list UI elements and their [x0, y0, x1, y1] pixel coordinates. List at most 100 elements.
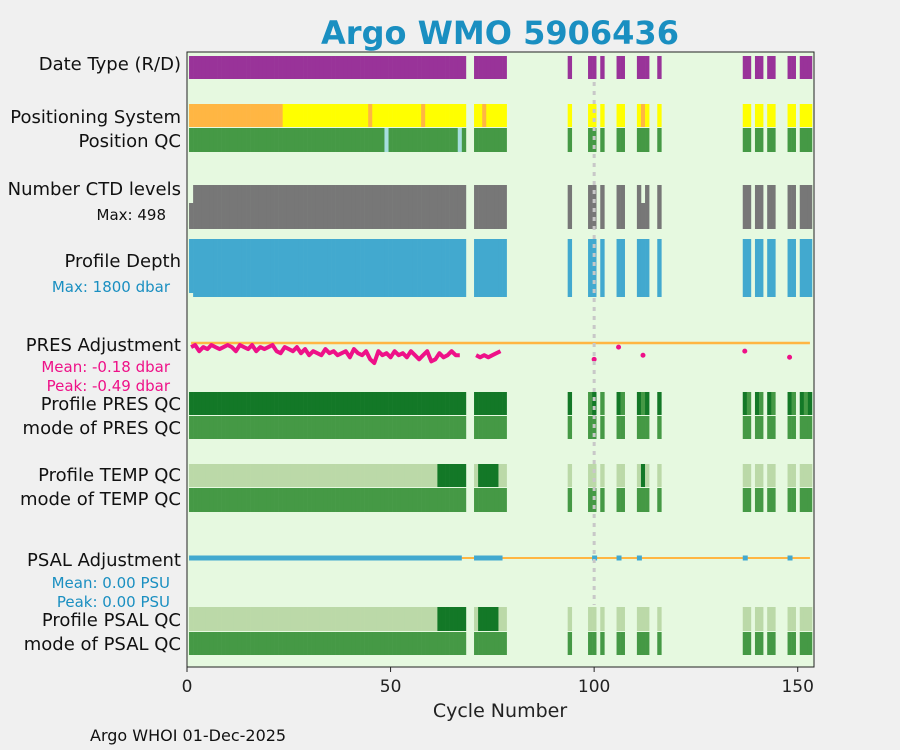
mode-psal-qc-bar [241, 632, 247, 655]
pres-adjustment-point [591, 356, 597, 362]
date-type-bar [372, 56, 377, 79]
profile-psal-qc-bar [250, 607, 255, 631]
ctd-levels-bar [372, 185, 377, 229]
ctd-levels-bar [388, 185, 393, 229]
position-qc-bar [189, 128, 194, 152]
profile-depth-bar [250, 239, 255, 297]
position-qc-bar [567, 128, 573, 152]
mode-pres-qc-bar [392, 416, 397, 439]
profile-psal-qc-bar [274, 607, 279, 631]
profile-temp-qc-bar [221, 464, 226, 487]
profile-depth-bar [592, 239, 597, 297]
mode-psal-qc-bar [490, 632, 495, 655]
ctd-levels-bar [347, 185, 353, 229]
profile-pres-qc-bar [396, 392, 402, 415]
mode-pres-qc-bar [258, 416, 263, 439]
profile-depth-bar [319, 239, 324, 297]
mode-psal-qc-bar [189, 632, 194, 655]
profile-depth-bar [746, 239, 752, 297]
profile-psal-qc-bar [433, 607, 438, 631]
position-qc-bar [636, 128, 642, 152]
positioning-system-bar [657, 104, 662, 127]
mode-psal-qc-bar [335, 632, 340, 655]
mode-temp-qc-bar [645, 488, 650, 512]
date-type-bar [482, 56, 487, 79]
position-qc-bar [392, 128, 397, 152]
mode-temp-qc-bar [441, 488, 446, 512]
date-type-bar [486, 56, 491, 79]
position-qc-bar [588, 128, 593, 152]
date-type-bar [193, 56, 198, 79]
positioning-system-bar [376, 104, 381, 127]
position-qc-bar [388, 128, 393, 152]
label-pres-adjustment: PRES Adjustment [26, 335, 181, 356]
position-qc-bar [233, 128, 239, 152]
position-qc-bar [396, 128, 402, 152]
date-type-bar [754, 56, 760, 79]
date-type-bar [759, 56, 764, 79]
profile-pres-qc-bar [197, 392, 202, 415]
mode-psal-qc-bar [771, 632, 776, 655]
profile-temp-qc-bar [327, 464, 332, 487]
profile-pres-qc-bar [258, 392, 263, 415]
date-type-bar [771, 56, 776, 79]
profile-pres-qc-bar [474, 392, 479, 415]
date-type-bar [237, 56, 243, 79]
mode-pres-qc-bar [787, 416, 792, 439]
profile-psal-qc-bar [319, 607, 324, 631]
profile-pres-qc-bar [392, 392, 397, 415]
mode-pres-qc-bar [742, 416, 748, 439]
profile-temp-qc-bar [258, 464, 263, 487]
profile-depth-bar [233, 239, 239, 297]
positioning-system-bar [339, 104, 345, 127]
date-type-bar [742, 56, 748, 79]
date-type-bar [205, 56, 210, 79]
profile-depth-bar [303, 239, 308, 297]
ctd-levels-bar [209, 185, 214, 229]
profile-temp-qc-bar [360, 464, 365, 487]
mode-psal-qc-bar [233, 632, 239, 655]
profile-temp-qc-bar [217, 464, 222, 487]
positioning-system-bar [250, 104, 255, 127]
profile-pres-qc-bar [205, 392, 210, 415]
profile-psal-qc-bar [803, 607, 809, 631]
mode-temp-qc-bar [412, 488, 418, 512]
mode-temp-qc-bar [217, 488, 222, 512]
profile-pres-qc-bar [441, 392, 446, 415]
date-type-bar [351, 56, 357, 79]
profile-depth-bar [368, 239, 373, 297]
date-type-bar [408, 56, 414, 79]
mode-pres-qc-bar [600, 416, 605, 439]
profile-psal-qc-bar [754, 607, 760, 631]
profile-temp-qc-bar [746, 464, 752, 487]
label-mode-temp-qc: mode of TEMP QC [20, 489, 181, 510]
profile-depth-bar [311, 239, 316, 297]
profile-pres-qc-bar [189, 392, 194, 415]
mode-pres-qc-bar [380, 416, 385, 439]
positioning-system-bar [799, 104, 805, 127]
date-type-bar [396, 56, 402, 79]
mode-psal-qc-bar [461, 632, 467, 655]
mode-psal-qc-bar [298, 632, 304, 655]
profile-temp-qc-bar [364, 464, 369, 487]
x-tick-label: 0 [182, 677, 193, 697]
ctd-levels-bar [258, 185, 263, 229]
ctd-levels-bar [498, 185, 503, 229]
mode-psal-qc-bar [311, 632, 316, 655]
profile-psal-qc-bar [478, 607, 483, 631]
profile-pres-qc-bar [400, 392, 406, 415]
positioning-system-bar [457, 104, 463, 127]
profile-pres-qc-bar [433, 392, 438, 415]
profile-temp-qc-bar [453, 464, 459, 487]
mode-temp-qc-bar [201, 488, 206, 512]
profile-temp-qc-bar [372, 464, 377, 487]
profile-pres-qc-bar [746, 392, 752, 415]
profile-depth-bar [270, 239, 275, 297]
profile-pres-qc-bar [303, 392, 308, 415]
position-qc-bar [457, 128, 463, 152]
profile-psal-qc-bar [412, 607, 418, 631]
date-type-bar [425, 56, 430, 79]
positioning-system-bar [303, 104, 308, 127]
positioning-system-bar [193, 104, 198, 127]
date-type-bar [502, 56, 507, 79]
